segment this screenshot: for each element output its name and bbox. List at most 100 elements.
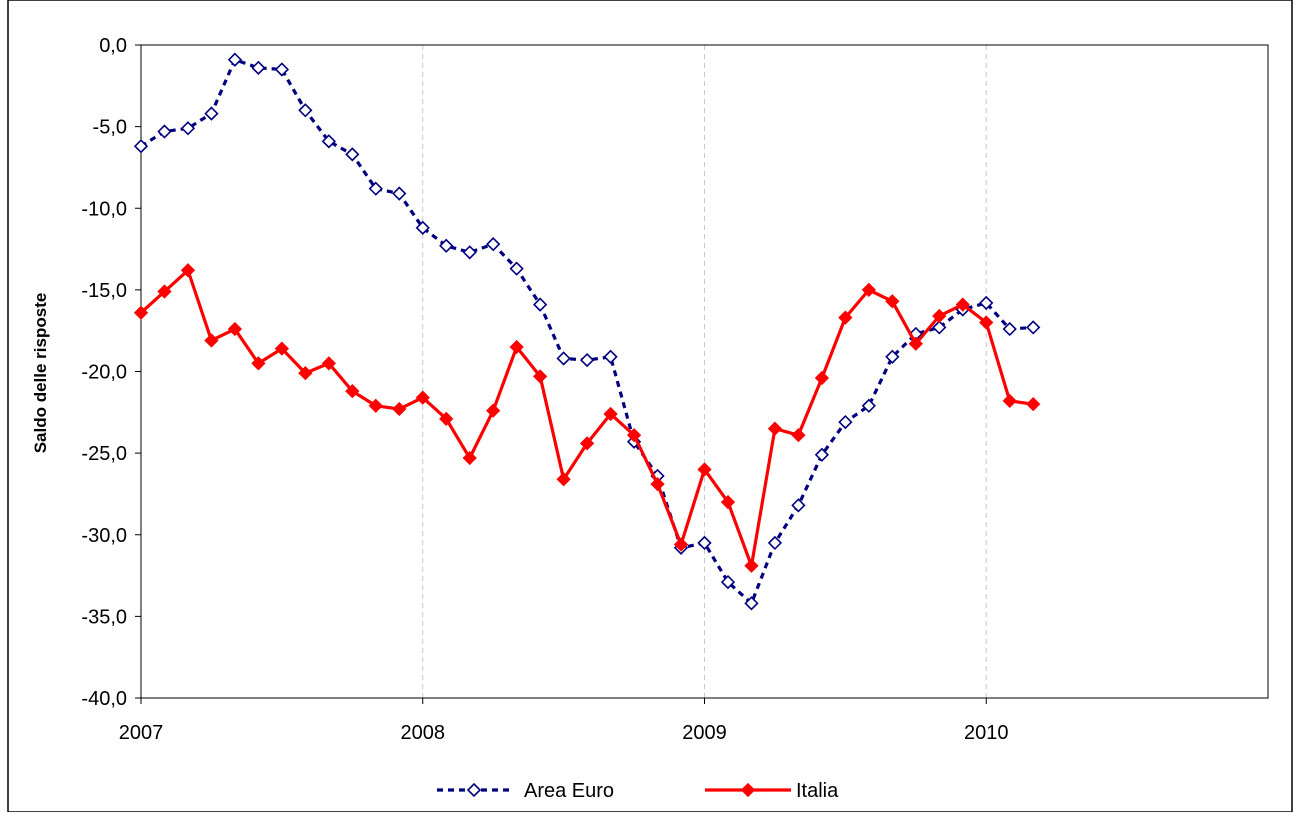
- data-point: [1026, 320, 1041, 335]
- data-point: [979, 295, 994, 311]
- data-point: [1002, 321, 1017, 337]
- x-tick-label: 2007: [119, 722, 164, 744]
- data-point: [368, 398, 383, 413]
- data-point: [133, 139, 149, 154]
- x-tick-label: 2010: [964, 722, 1009, 744]
- data-point: [744, 596, 759, 611]
- data-point: [556, 351, 571, 366]
- data-point: [626, 428, 642, 443]
- data-point: [204, 106, 219, 121]
- data-point: [321, 134, 336, 149]
- data-point: [932, 320, 947, 335]
- data-point: [509, 339, 524, 355]
- data-point: [392, 186, 407, 201]
- data-point: [180, 263, 196, 278]
- legend-entry: Area Euro: [437, 780, 614, 802]
- data-point: [673, 537, 689, 552]
- data-point: [298, 366, 313, 381]
- data-point: [392, 401, 407, 417]
- data-point: [486, 237, 501, 252]
- data-point: [767, 421, 783, 436]
- data-point: [814, 370, 830, 386]
- data-point: [321, 356, 336, 371]
- data-point: [251, 60, 266, 75]
- data-point: [697, 462, 712, 477]
- data-point: [415, 220, 430, 235]
- data-point: [486, 403, 501, 418]
- legend: Area Euro Italia: [437, 780, 839, 802]
- data-point: [650, 477, 665, 492]
- data-point: [227, 321, 243, 337]
- x-axis: 2007 2008 2009 2010: [119, 698, 1009, 744]
- data-point: [767, 535, 783, 551]
- data-point: [791, 498, 806, 513]
- data-point: [720, 574, 736, 590]
- legend-label: Area Euro: [524, 780, 614, 802]
- data-point: [533, 297, 548, 312]
- data-point: [345, 383, 360, 399]
- x-tick-label: 2008: [401, 722, 446, 744]
- data-point: [932, 308, 947, 324]
- data-point: [861, 398, 876, 413]
- series-italia: [133, 263, 1041, 573]
- data-point: [697, 535, 712, 551]
- data-point: [791, 428, 806, 443]
- data-point: [157, 284, 172, 299]
- data-point: [415, 390, 430, 405]
- data-point: [720, 494, 736, 510]
- series: [133, 52, 1041, 611]
- y-tick-label: -10,0: [81, 198, 127, 220]
- data-point: [462, 450, 477, 466]
- data-point: [838, 310, 853, 325]
- data-point: [603, 349, 618, 364]
- data-point: [274, 341, 290, 356]
- data-point: [838, 414, 853, 430]
- data-point: [885, 349, 900, 364]
- data-point: [579, 352, 595, 368]
- data-point: [1002, 393, 1017, 409]
- data-point: [439, 238, 454, 253]
- y-axis: 0,0 -5,0 -10,0 -15,0 -20,0 -25,0 -30,0 -35,0 -40…: [81, 35, 141, 710]
- y-tick-label: -25,0: [81, 443, 127, 465]
- data-point: [251, 356, 266, 371]
- x-tick-label: 2009: [682, 722, 727, 744]
- data-point: [298, 103, 313, 118]
- legend-entry: Italia: [705, 780, 839, 802]
- data-point: [274, 62, 290, 77]
- data-point: [345, 147, 360, 162]
- data-point: [955, 297, 970, 312]
- data-point: [439, 411, 454, 426]
- legend-marker: [466, 782, 482, 798]
- data-point: [533, 369, 548, 384]
- data-point: [861, 282, 876, 298]
- y-tick-label: -20,0: [81, 362, 127, 384]
- data-point: [1026, 397, 1041, 412]
- y-tick-label: -5,0: [93, 117, 127, 139]
- data-point: [204, 333, 219, 348]
- y-tick-label: -40,0: [81, 688, 127, 710]
- data-point: [180, 121, 196, 136]
- legend-label: Italia: [796, 780, 839, 802]
- data-point: [814, 447, 830, 462]
- y-tick-label: -35,0: [81, 606, 127, 628]
- series-line: [140, 58, 1034, 605]
- data-point: [603, 406, 618, 422]
- data-point: [556, 472, 571, 487]
- grid: [422, 45, 987, 698]
- data-point: [744, 558, 759, 573]
- y-tick-label: 0,0: [99, 35, 127, 57]
- data-point: [368, 181, 383, 196]
- data-point: [509, 261, 524, 276]
- data-point: [908, 336, 923, 351]
- legend-marker: [740, 782, 756, 798]
- data-point: [979, 315, 994, 330]
- series-area-euro: [133, 52, 1041, 611]
- data-point: [462, 245, 477, 260]
- data-point: [227, 52, 243, 67]
- y-axis-label: Saldo delle risposte: [31, 293, 50, 454]
- y-tick-label: -30,0: [81, 525, 127, 547]
- y-tick-label: -15,0: [81, 280, 127, 302]
- data-point: [885, 294, 900, 309]
